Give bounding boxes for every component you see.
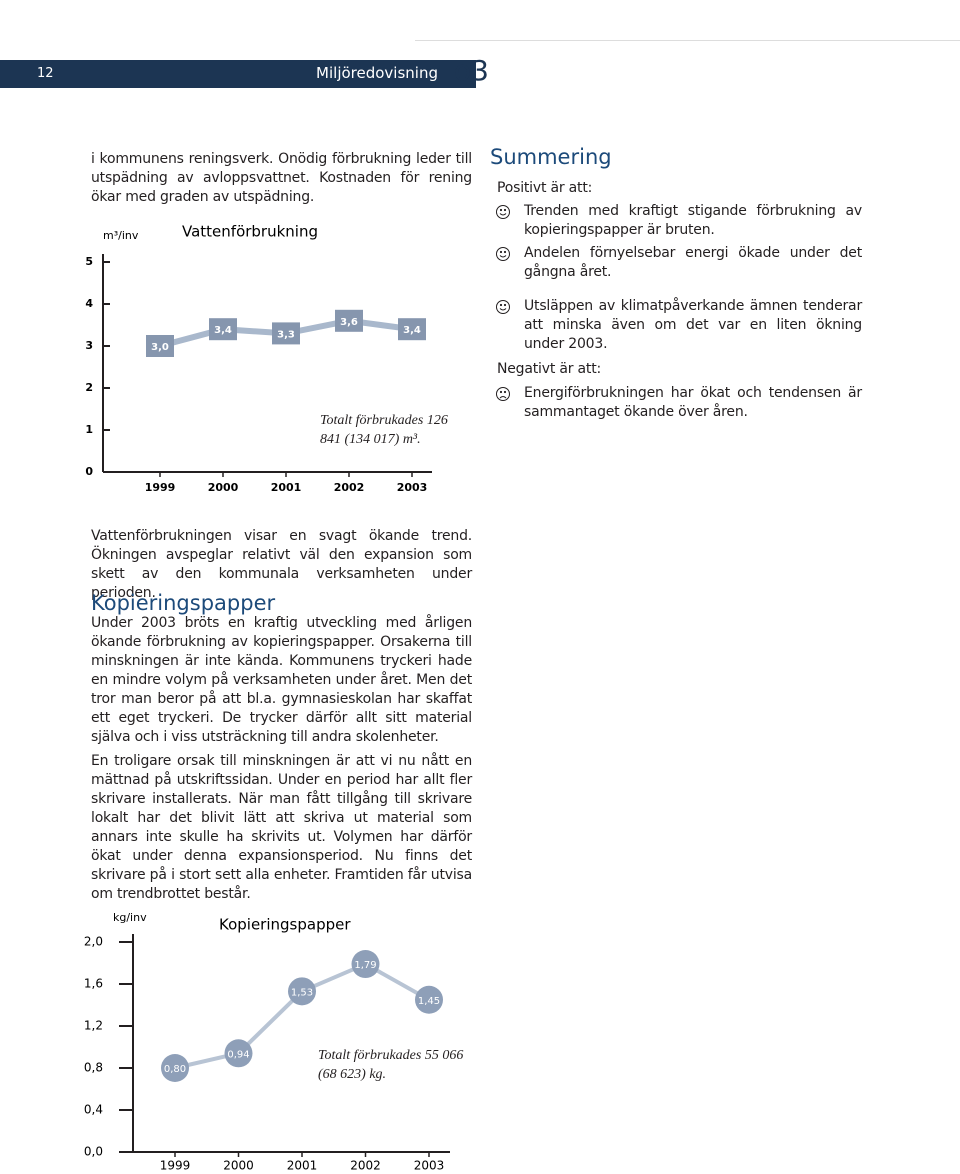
page-number: 12 <box>37 66 54 81</box>
y-tick-label: 0 <box>85 465 93 478</box>
paper-paragraph: En troligare orsak till minskningen är a… <box>91 753 472 902</box>
x-tick-label: 2001 <box>271 481 302 494</box>
section: Miljöredovisning <box>316 64 438 82</box>
y-tick-label: 1,2 <box>84 1019 103 1033</box>
marker <box>272 322 300 345</box>
marker <box>146 335 174 357</box>
marker <box>161 1054 189 1082</box>
y-tick-label: 1 <box>85 423 93 436</box>
x-tick-label: 2002 <box>334 481 365 494</box>
value-label: 3,3 <box>277 329 295 340</box>
negative-item: Energiförbrukningen har ökat och tendens… <box>524 385 862 420</box>
marker <box>351 950 380 979</box>
value-label: 1,53 <box>291 987 313 998</box>
positive-item: Utsläppen av klimatpåverkande ämnen tend… <box>524 298 862 352</box>
value-label: 3,0 <box>151 342 169 353</box>
y-tick-label: 2 <box>85 381 93 394</box>
x-tick-label: 2002 <box>350 1159 381 1173</box>
marker <box>398 318 426 341</box>
y-axis-label: kg/inv <box>113 911 147 924</box>
chart-title: Kopieringspapper <box>219 916 351 934</box>
marker <box>415 985 443 1014</box>
value-label: 1,79 <box>354 960 376 971</box>
x-tick-label: 2000 <box>223 1159 254 1173</box>
x-tick-label: 2003 <box>414 1159 445 1173</box>
marker <box>288 977 316 1006</box>
y-tick-label: 4 <box>85 297 93 310</box>
marker <box>224 1039 253 1068</box>
y-tick-label: 0,0 <box>84 1145 103 1159</box>
marker <box>209 318 237 341</box>
y-tick-label: 3 <box>85 339 93 352</box>
marker <box>335 309 363 332</box>
chapter: o3 <box>454 54 489 87</box>
summary-title: Summering <box>490 145 612 169</box>
x-tick-label: 1999 <box>145 481 176 494</box>
positive-heading: Positivt är att: <box>497 180 593 196</box>
value-label: 3,4 <box>214 325 232 336</box>
value-label: 3,4 <box>403 325 421 336</box>
y-tick-label: 5 <box>85 255 93 268</box>
paper-title: Kopieringspapper <box>91 591 276 615</box>
chart-title: Vattenförbrukning <box>182 223 318 241</box>
intro: i kommunens reningsverk. Onödig förbrukn… <box>91 151 472 205</box>
value-label: 3,6 <box>340 317 358 328</box>
x-tick-label: 2000 <box>208 481 239 494</box>
x-tick-label: 2001 <box>287 1159 318 1173</box>
annotation: Totalt förbrukades 55 066 (68 623) kg. <box>318 1048 464 1082</box>
value-label: 0,94 <box>227 1049 249 1060</box>
x-tick-label: 2003 <box>397 481 428 494</box>
y-tick-label: 0,8 <box>84 1061 103 1075</box>
annotation: Totalt förbrukades 126 841 (134 017) m³. <box>320 413 448 447</box>
positive-item: Andelen förnyelsebar energi ökade under … <box>524 245 862 280</box>
positive-item: Trenden med kraftigt stigande förbruknin… <box>524 203 862 238</box>
rule <box>415 40 960 41</box>
x-tick-label: 1999 <box>160 1159 191 1173</box>
negative-heading: Negativt är att: <box>497 361 602 377</box>
y-tick-label: 0,4 <box>84 1103 103 1117</box>
value-label: 1,45 <box>418 996 440 1007</box>
value-label: 0,80 <box>164 1064 186 1075</box>
paper-paragraph: Under 2003 bröts en kraftig utveckling m… <box>91 615 472 745</box>
icons <box>496 205 510 401</box>
header-band <box>0 60 476 88</box>
y-tick-label: 1,6 <box>84 977 103 991</box>
y-tick-label: 2,0 <box>84 935 103 949</box>
y-axis-label: m³/inv <box>103 229 139 242</box>
water-text: Vattenförbrukningen visar en svagt ökand… <box>91 528 472 601</box>
